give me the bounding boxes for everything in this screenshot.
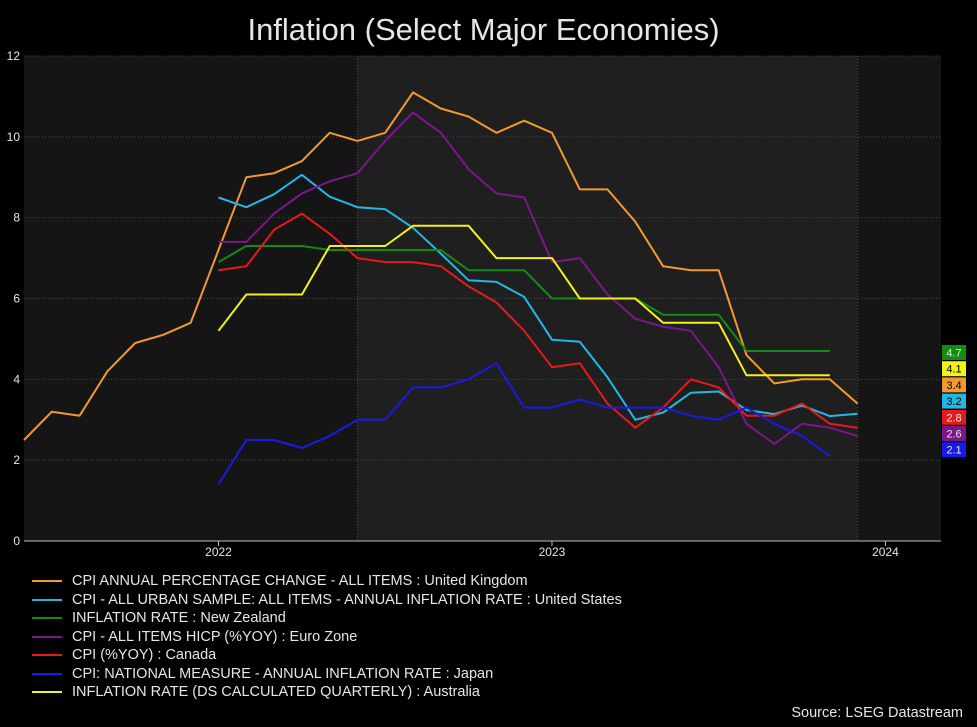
chart-title: Inflation (Select Major Economies) (247, 12, 720, 47)
legend-item: INFLATION RATE (DS CALCULATED QUARTERLY)… (32, 683, 622, 702)
end-label-box (942, 442, 966, 458)
series-line-6 (217, 224, 830, 377)
series-line-5 (217, 362, 831, 485)
series-line-0 (23, 91, 859, 441)
y-tick-label: 10 (7, 130, 21, 144)
end-label-box (942, 426, 966, 441)
end-label-box (942, 377, 966, 393)
legend-label: CPI - ALL URBAN SAMPLE: ALL ITEMS - ANNU… (72, 591, 622, 608)
legend-swatch (32, 580, 62, 583)
legend-label: INFLATION RATE (DS CALCULATED QUARTERLY)… (72, 684, 480, 701)
legend-label: INFLATION RATE : New Zealand (72, 610, 286, 627)
y-tick-label: 4 (13, 372, 20, 386)
end-label-text: 2.6 (946, 429, 961, 441)
legend-swatch (32, 654, 62, 657)
end-label-text: 3.2 (946, 396, 961, 408)
legend-item: CPI (%YOY) : Canada (32, 646, 622, 665)
end-label-text: 2.1 (946, 445, 961, 457)
end-label-box (942, 361, 966, 377)
legend-item: CPI: NATIONAL MEASURE - ANNUAL INFLATION… (32, 665, 622, 684)
source-note: Source: LSEG Datastream (791, 705, 963, 721)
series-lines (23, 91, 859, 485)
end-label-box (942, 393, 966, 409)
legend-swatch (32, 635, 62, 638)
legend-item: INFLATION RATE : New Zealand (32, 609, 622, 628)
end-label-box (942, 409, 966, 425)
end-label-text: 2.8 (946, 412, 961, 424)
legend-item: CPI - ALL ITEMS HICP (%YOY) : Euro Zone (32, 628, 622, 647)
y-tick-label: 2 (13, 453, 20, 467)
x-tick-label: 2024 (872, 545, 899, 559)
y-tick-label: 6 (13, 292, 20, 306)
y-tick-label: 0 (13, 534, 20, 548)
axes: 0 2 4 6 8 10 12 2022 2023 2024 (7, 49, 941, 559)
end-label-text: 3.4 (946, 380, 961, 392)
series-line-3 (218, 111, 858, 445)
legend-label: CPI: NATIONAL MEASURE - ANNUAL INFLATION… (72, 665, 494, 682)
legend-swatch (32, 691, 62, 694)
end-label-text: 4.7 (946, 348, 961, 360)
y-tick-label: 8 (13, 211, 20, 225)
legend-label: CPI ANNUAL PERCENTAGE CHANGE - ALL ITEMS… (72, 573, 528, 590)
legend-swatch (32, 617, 62, 620)
legend-item: CPI - ALL URBAN SAMPLE: ALL ITEMS - ANNU… (32, 591, 622, 610)
x-tick-label: 2023 (539, 545, 566, 559)
legend-item: CPI ANNUAL PERCENTAGE CHANGE - ALL ITEMS… (32, 572, 622, 591)
legend-swatch (32, 672, 62, 675)
legend-label: CPI - ALL ITEMS HICP (%YOY) : Euro Zone (72, 628, 358, 645)
legend: CPI ANNUAL PERCENTAGE CHANGE - ALL ITEMS… (32, 572, 622, 702)
end-label-box (942, 345, 966, 360)
x-tick-label: 2022 (205, 545, 232, 559)
series-line-4 (218, 212, 858, 429)
legend-swatch (32, 598, 62, 601)
legend-label: CPI (%YOY) : Canada (72, 647, 217, 664)
series-line-2 (217, 245, 830, 352)
y-tick-label: 12 (7, 49, 21, 63)
end-label-text: 4.1 (946, 364, 961, 376)
end-labels: 4.7 4.1 3.4 3.2 2.8 2.6 2.1 (942, 345, 966, 458)
